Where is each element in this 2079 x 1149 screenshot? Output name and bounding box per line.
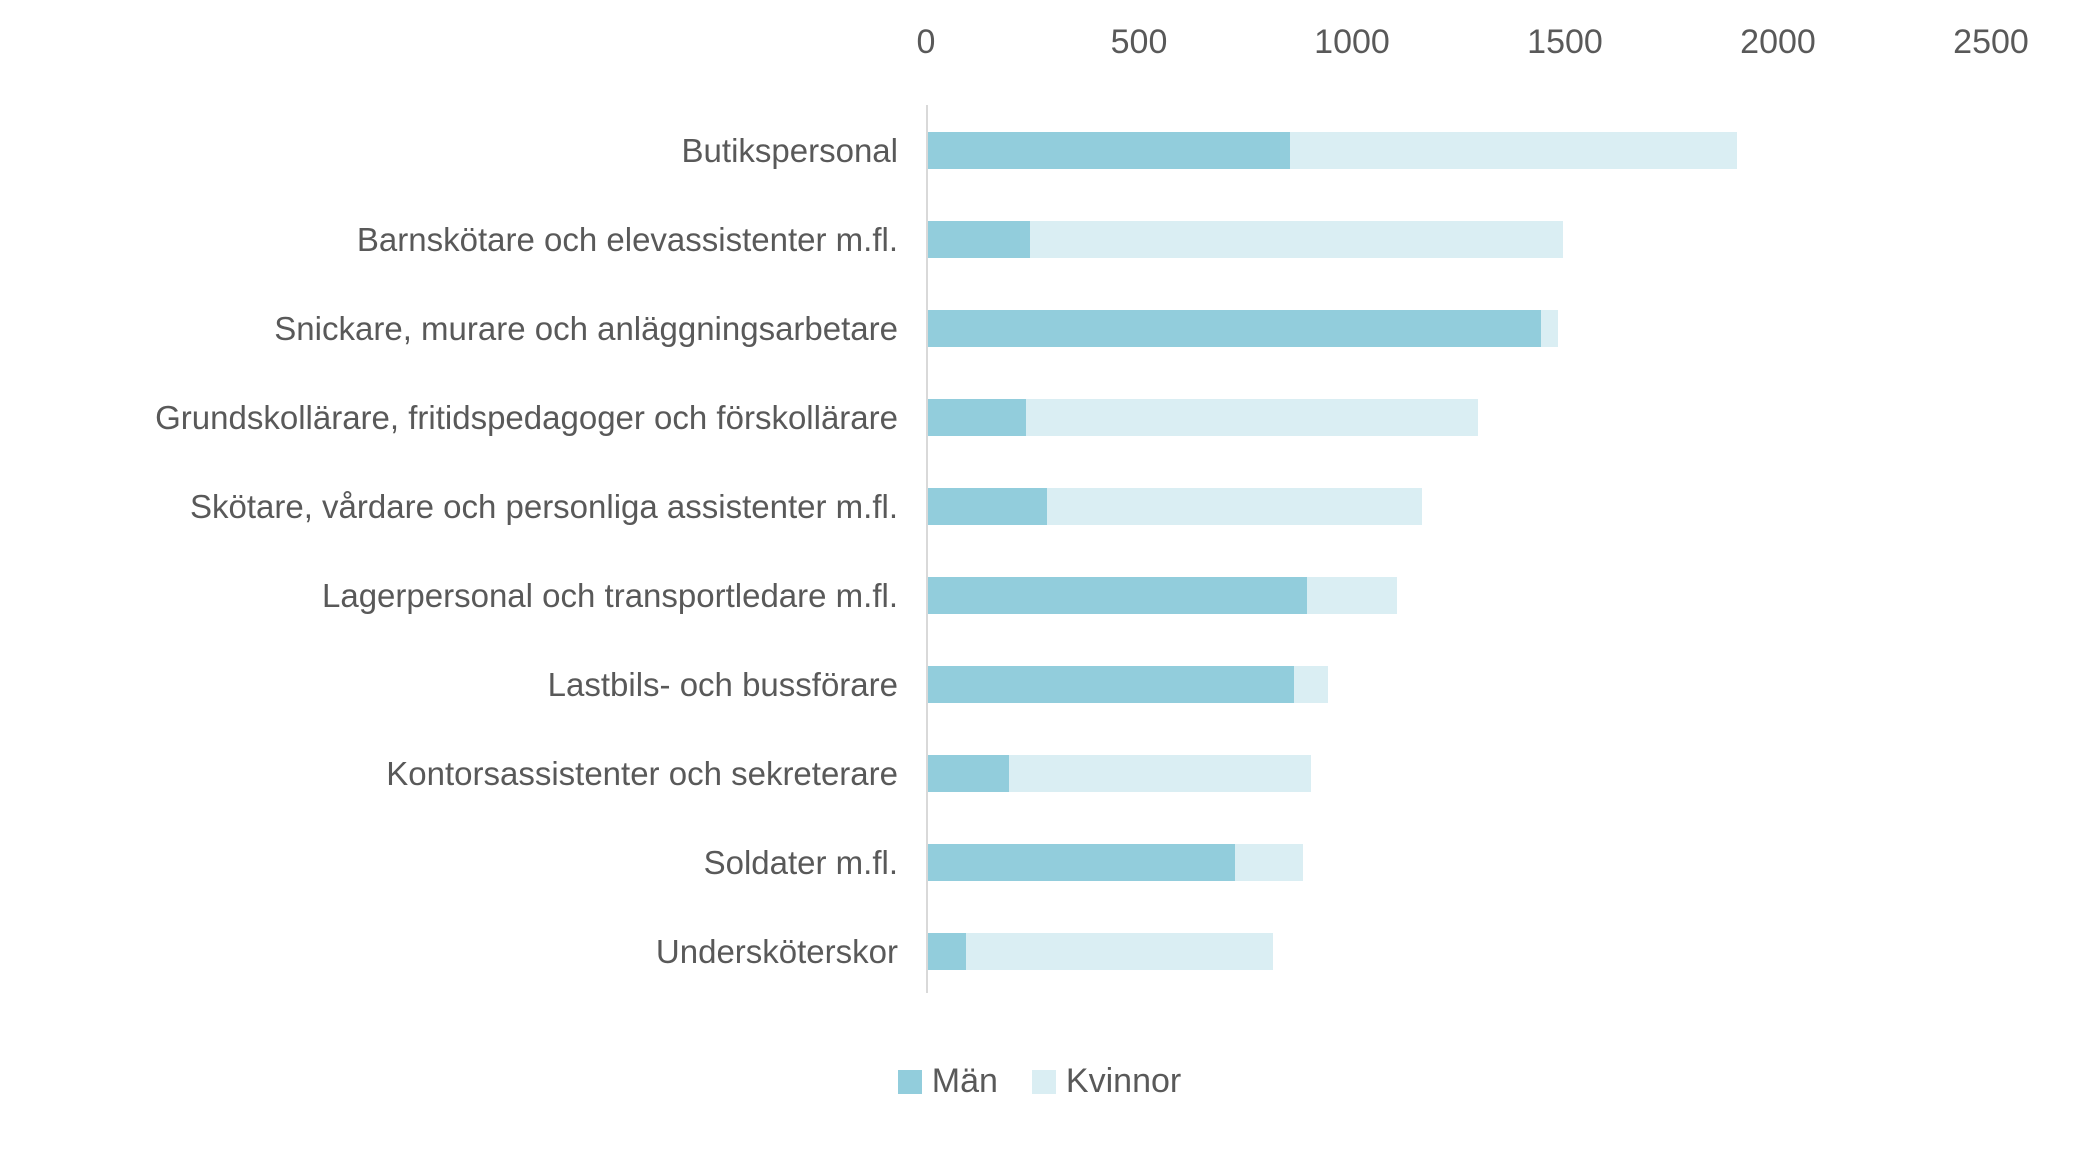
bar-segment-kvinnor (1234, 844, 1303, 881)
bar-row: Undersköterskor (0, 907, 2079, 996)
stacked-bar (928, 933, 1274, 970)
bar-segment-kvinnor (1294, 666, 1329, 703)
bar-segment-män (928, 132, 1291, 169)
x-axis-tick-1000: 1000 (1314, 23, 1390, 61)
category-label: Skötare, vårdare och personliga assisten… (189, 487, 898, 525)
bar-segment-män (928, 577, 1308, 614)
stacked-bar (928, 221, 1563, 258)
stacked-bar (928, 310, 1559, 347)
legend-swatch-icon (1031, 1069, 1056, 1094)
bar-segment-kvinnor (1307, 577, 1397, 614)
x-axis-tick-1500: 1500 (1527, 23, 1603, 61)
stacked-bar (928, 399, 1478, 436)
bar-segment-män (928, 488, 1048, 525)
bar-segment-kvinnor (966, 933, 1274, 970)
category-label: Barnskötare och elevassistenter m.fl. (356, 220, 898, 258)
legend: Män Kvinnor (0, 1062, 2079, 1101)
bar-rows: Butikspersonal Barnskötare och elevassist… (0, 106, 2079, 996)
bar-segment-män (928, 399, 1026, 436)
legend-label: Kvinnor (1065, 1062, 1182, 1100)
category-label: Kontorsassistenter och sekreterare (386, 754, 898, 792)
bar-segment-män (928, 221, 1031, 258)
stacked-bar (928, 577, 1397, 614)
bar-row: Lagerpersonal och transportledare m.fl. (0, 551, 2079, 640)
category-label: Butikspersonal (681, 131, 898, 169)
y-axis-line (926, 105, 928, 993)
bar-segment-kvinnor (1008, 755, 1312, 792)
legend-item-män: Män (897, 1062, 998, 1101)
stacked-bar (928, 666, 1329, 703)
bar-row: Skötare, vårdare och personliga assisten… (0, 462, 2079, 551)
stacked-bar (928, 844, 1303, 881)
stacked-bar (928, 132, 1738, 169)
bar-row: Soldater m.fl. (0, 818, 2079, 907)
bar-segment-kvinnor (1047, 488, 1423, 525)
bar-row: Kontorsassistenter och sekreterare (0, 729, 2079, 818)
bar-segment-män (928, 755, 1009, 792)
bar-segment-män (928, 666, 1295, 703)
bar-row: Snickare, murare och anläggningsarbetare (0, 284, 2079, 373)
category-label: Lagerpersonal och transportledare m.fl. (322, 576, 898, 614)
category-label: Soldater m.fl. (703, 843, 898, 881)
x-axis-tick-2500: 2500 (1953, 23, 2029, 61)
bar-segment-män (928, 844, 1235, 881)
bar-row: Barnskötare och elevassistenter m.fl. (0, 195, 2079, 284)
x-axis-tick-2000: 2000 (1740, 23, 1816, 61)
bar-segment-kvinnor (1290, 132, 1738, 169)
bar-segment-män (928, 310, 1542, 347)
bar-row: Grundskollärare, fritidspedagoger och fö… (0, 373, 2079, 462)
x-axis: 0 500 1000 1500 2000 2500 (0, 0, 2079, 70)
bar-segment-kvinnor (1025, 399, 1478, 436)
legend-swatch-icon (897, 1069, 922, 1094)
bar-row: Butikspersonal (0, 106, 2079, 195)
bar-segment-kvinnor (1030, 221, 1563, 258)
bar-segment-kvinnor (1541, 310, 1559, 347)
bar-segment-män (928, 933, 967, 970)
legend-item-kvinnor: Kvinnor (1031, 1062, 1182, 1101)
x-axis-tick-500: 500 (1110, 23, 1168, 61)
x-axis-tick-0: 0 (916, 23, 936, 61)
category-label: Undersköterskor (655, 932, 898, 970)
stacked-bar (928, 488, 1423, 525)
stacked-bar (928, 755, 1312, 792)
bar-row: Lastbils- och bussförare (0, 640, 2079, 729)
category-label: Lastbils- och bussförare (547, 665, 898, 703)
category-label: Grundskollärare, fritidspedagoger och fö… (155, 398, 898, 436)
category-label: Snickare, murare och anläggningsarbetare (274, 309, 898, 347)
legend-label: Män (931, 1062, 998, 1100)
